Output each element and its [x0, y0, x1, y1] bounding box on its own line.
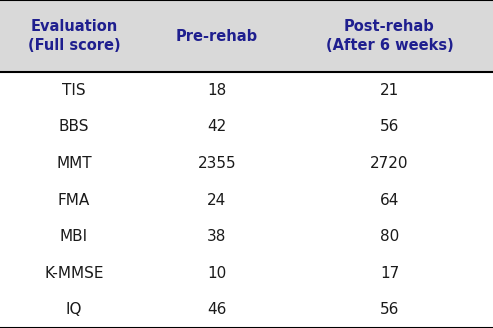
Text: MBI: MBI [60, 229, 88, 244]
Text: 64: 64 [380, 193, 399, 208]
Text: IQ: IQ [66, 302, 82, 317]
Text: 2355: 2355 [198, 156, 236, 171]
Text: 56: 56 [380, 119, 399, 134]
Text: 21: 21 [380, 83, 399, 98]
Text: Post-rehab
(After 6 weeks): Post-rehab (After 6 weeks) [325, 19, 454, 53]
Text: 2720: 2720 [370, 156, 409, 171]
Text: 18: 18 [207, 83, 227, 98]
Text: 42: 42 [207, 119, 227, 134]
Text: FMA: FMA [58, 193, 90, 208]
Bar [0, 0, 493, 72]
Text: TIS: TIS [62, 83, 86, 98]
Text: 10: 10 [207, 266, 227, 281]
Text: 24: 24 [207, 193, 227, 208]
Text: K-MMSE: K-MMSE [44, 266, 104, 281]
Text: MMT: MMT [56, 156, 92, 171]
Text: 80: 80 [380, 229, 399, 244]
Text: 56: 56 [380, 302, 399, 317]
Text: Pre-rehab: Pre-rehab [176, 29, 258, 44]
Text: 17: 17 [380, 266, 399, 281]
Text: 38: 38 [207, 229, 227, 244]
Text: 46: 46 [207, 302, 227, 317]
Text: Evaluation
(Full score): Evaluation (Full score) [28, 19, 120, 53]
Text: BBS: BBS [59, 119, 89, 134]
